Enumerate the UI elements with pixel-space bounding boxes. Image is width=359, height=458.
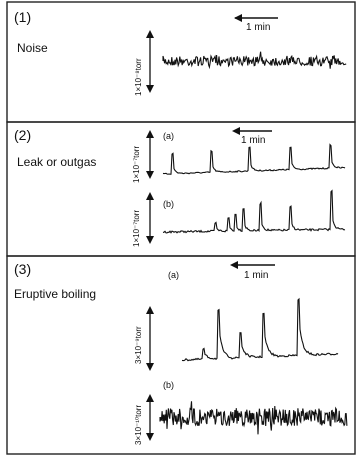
scale-bar-bottom-arrow bbox=[146, 363, 154, 371]
scale-bar-bottom-arrow bbox=[146, 236, 154, 244]
scale-bar-bottom-arrow bbox=[146, 433, 154, 441]
scale-label: 3×10⁻⁹torr bbox=[134, 326, 143, 364]
panel-1-time-scale: 1 min bbox=[234, 14, 278, 33]
panel-3a-trace-scale: 3×10⁻⁹torr bbox=[134, 306, 154, 371]
scale-label: 3×10⁻¹⁰torr bbox=[134, 405, 143, 445]
scale-bar-bottom-arrow bbox=[146, 171, 154, 179]
scale-label: 1×10⁻⁸torr bbox=[134, 58, 143, 96]
panel-2: (2) Leak or outgas 1 min (a) 1×10⁻⁷torr … bbox=[14, 127, 346, 247]
panel-2-title: Leak or outgas bbox=[17, 155, 96, 169]
scale-bar-top-arrow bbox=[146, 130, 154, 138]
scale-bar-top-arrow bbox=[146, 30, 154, 38]
panel-1: (1) Noise 1 min 1×10⁻⁸torr bbox=[14, 9, 347, 96]
panel-2a-label: (a) bbox=[163, 131, 174, 141]
panel-3a-label: (a) bbox=[168, 270, 179, 280]
panel-3-number: (3) bbox=[14, 261, 31, 277]
panel-3-time-scale: 1 min bbox=[230, 261, 275, 281]
panel-1-trace-scale: 1×10⁻⁸torr bbox=[134, 30, 154, 96]
panel-3: (3) Eruptive boiling 1 min (a) 3×10⁻⁹tor… bbox=[14, 261, 348, 445]
trace-noise bbox=[162, 51, 347, 70]
panel-3-title: Eruptive boiling bbox=[14, 287, 96, 301]
panel-2b-label: (b) bbox=[163, 199, 174, 209]
panel-1-number: (1) bbox=[14, 9, 31, 25]
panel-3b-trace-scale: 3×10⁻¹⁰torr bbox=[134, 394, 154, 445]
time-scale-label: 1 min bbox=[241, 135, 265, 146]
time-arrow-head bbox=[234, 14, 242, 22]
time-scale-label: 1 min bbox=[246, 22, 270, 33]
scale-label: 1×10⁻⁷torr bbox=[132, 210, 141, 247]
trace-boiling-a bbox=[181, 297, 339, 362]
scale-bar-top-arrow bbox=[146, 394, 154, 402]
time-arrow-head bbox=[232, 127, 240, 135]
panel-2-number: (2) bbox=[14, 127, 31, 143]
scale-label: 1×10⁻⁷torr bbox=[132, 146, 141, 183]
trace-leak-a bbox=[162, 143, 346, 175]
trace-leak-b bbox=[162, 189, 346, 234]
trace-boiling-b bbox=[159, 401, 348, 435]
panel-2-frame bbox=[6, 121, 356, 257]
scale-bar-top-arrow bbox=[146, 306, 154, 314]
panel-2b-trace-scale: 1×10⁻⁷torr bbox=[132, 192, 154, 247]
panel-2-time-scale: 1 min bbox=[232, 127, 272, 146]
panel-3b-label: (b) bbox=[163, 380, 174, 390]
panel-1-title: Noise bbox=[17, 41, 48, 55]
scale-bar-top-arrow bbox=[146, 192, 154, 200]
scale-bar-bottom-arrow bbox=[146, 85, 154, 93]
panel-2a-trace-scale: 1×10⁻⁷torr bbox=[132, 130, 154, 183]
time-scale-label: 1 min bbox=[244, 270, 268, 281]
time-arrow-head bbox=[230, 261, 238, 269]
panel-3-frame bbox=[6, 255, 356, 455]
